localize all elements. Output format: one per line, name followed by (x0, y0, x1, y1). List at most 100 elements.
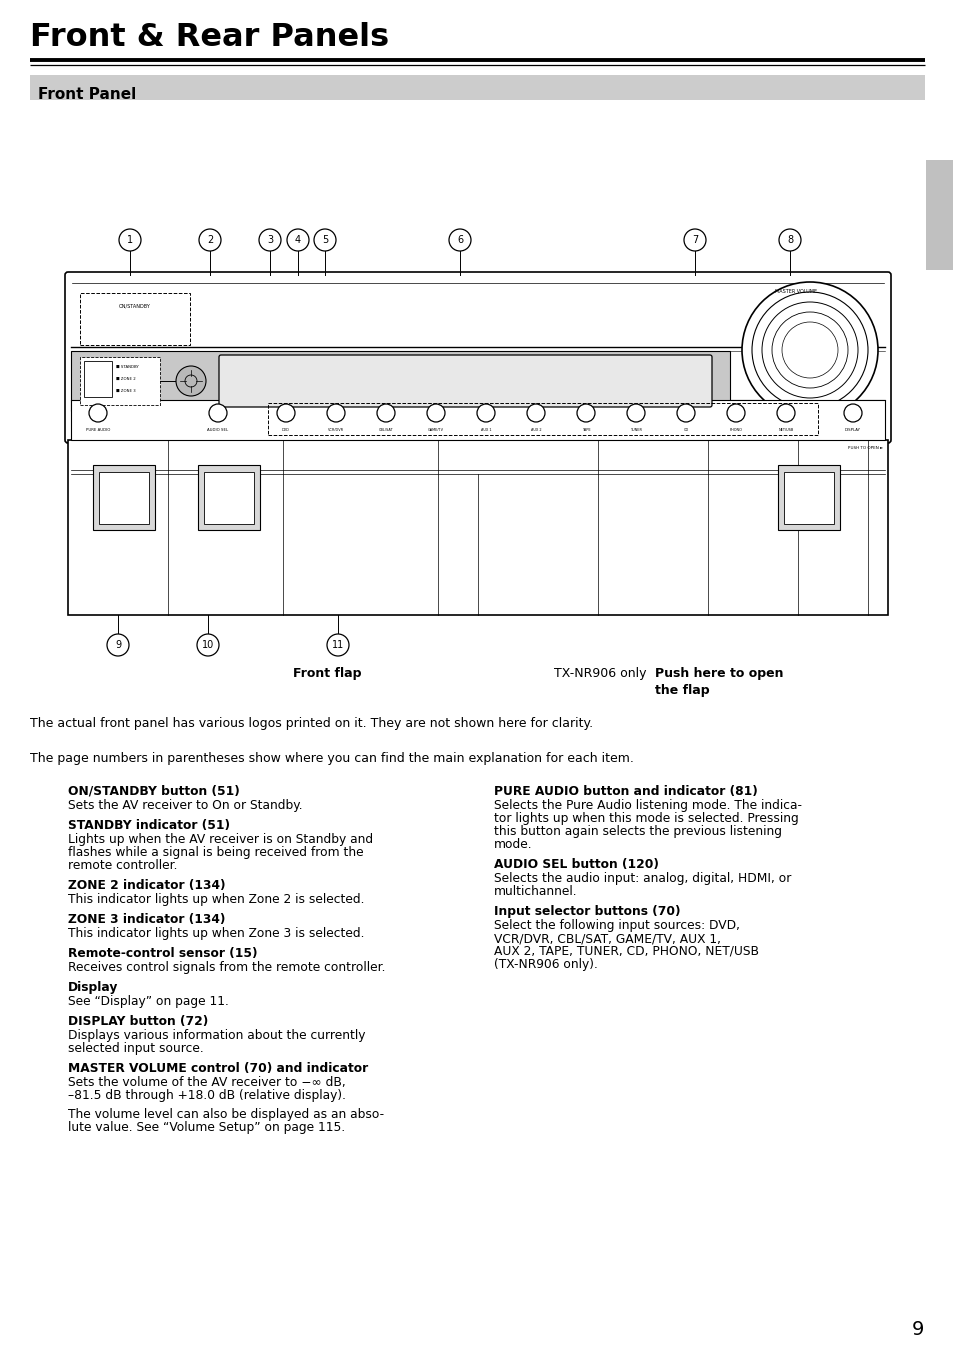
Text: Lights up when the AV receiver is on Standby and: Lights up when the AV receiver is on Sta… (68, 833, 373, 847)
Circle shape (119, 229, 141, 251)
Bar (204, 472, 253, 524)
Text: Front & Rear Panels: Front & Rear Panels (30, 22, 389, 53)
Bar (925, 160, 953, 270)
Circle shape (626, 404, 644, 422)
Text: tor lights up when this mode is selected. Pressing: tor lights up when this mode is selected… (494, 811, 798, 825)
Text: Input selector buttons (70): Input selector buttons (70) (494, 905, 679, 918)
Text: ON/STANDBY button (51): ON/STANDBY button (51) (68, 785, 239, 798)
FancyBboxPatch shape (80, 357, 160, 404)
Text: TAPE: TAPE (581, 429, 590, 431)
Text: –81.5 dB through +18.0 dB (relative display).: –81.5 dB through +18.0 dB (relative disp… (68, 1089, 346, 1103)
Circle shape (776, 404, 794, 422)
Circle shape (175, 367, 206, 396)
Text: Display: Display (68, 981, 118, 993)
Circle shape (107, 634, 129, 656)
Text: Selects the Pure Audio listening mode. The indica-: Selects the Pure Audio listening mode. T… (494, 799, 801, 811)
Circle shape (89, 404, 107, 422)
FancyBboxPatch shape (219, 355, 711, 407)
Bar (30, 75, 924, 100)
Text: DVD: DVD (282, 429, 290, 431)
Text: flashes while a signal is being received from the: flashes while a signal is being received… (68, 847, 363, 859)
Text: ■ ZONE 2: ■ ZONE 2 (116, 377, 135, 381)
Text: Selects the audio input: analog, digital, HDMI, or: Selects the audio input: analog, digital… (494, 872, 791, 886)
Text: This indicator lights up when Zone 2 is selected.: This indicator lights up when Zone 2 is … (68, 892, 364, 906)
Text: Select the following input sources: DVD,: Select the following input sources: DVD, (494, 919, 740, 931)
Text: Push here to open
the flap: Push here to open the flap (655, 667, 782, 697)
Text: VCR/DVR: VCR/DVR (328, 429, 344, 431)
Circle shape (683, 229, 705, 251)
Circle shape (199, 229, 221, 251)
Text: PURE AUDIO: PURE AUDIO (86, 429, 111, 431)
Text: selected input source.: selected input source. (68, 1042, 204, 1055)
Bar (99, 472, 149, 524)
Text: The page numbers in parentheses show where you can find the main explanation for: The page numbers in parentheses show whe… (30, 752, 633, 766)
Circle shape (779, 229, 801, 251)
Circle shape (427, 404, 444, 422)
Circle shape (327, 404, 345, 422)
Text: AUDIO SEL button (120): AUDIO SEL button (120) (494, 857, 659, 871)
Text: remote controller.: remote controller. (68, 859, 177, 872)
Circle shape (314, 229, 335, 251)
Text: 8: 8 (786, 235, 792, 245)
Text: The volume level can also be displayed as an abso-: The volume level can also be displayed a… (68, 1108, 384, 1122)
Text: CBL/SAT: CBL/SAT (378, 429, 393, 431)
Text: CD: CD (682, 429, 688, 431)
Bar (92, 465, 154, 530)
Text: 4: 4 (294, 235, 301, 245)
Text: multichannel.: multichannel. (494, 886, 577, 898)
Text: Remote-control sensor (15): Remote-control sensor (15) (68, 948, 257, 960)
Text: GAME/TV: GAME/TV (428, 429, 443, 431)
Bar (778, 465, 840, 530)
Text: ■ STANDBY: ■ STANDBY (116, 365, 138, 369)
Text: ZONE 3 indicator (134): ZONE 3 indicator (134) (68, 913, 225, 926)
Circle shape (742, 283, 876, 417)
Text: STANDBY indicator (51): STANDBY indicator (51) (68, 820, 230, 832)
Text: AUX 1: AUX 1 (480, 429, 491, 431)
Bar (68, 439, 887, 615)
Text: MASTER VOLUME: MASTER VOLUME (774, 288, 817, 294)
Text: Receives control signals from the remote controller.: Receives control signals from the remote… (68, 961, 385, 975)
Text: This indicator lights up when Zone 3 is selected.: This indicator lights up when Zone 3 is … (68, 927, 364, 940)
Text: PURE AUDIO button and indicator (81): PURE AUDIO button and indicator (81) (494, 785, 757, 798)
Text: Front flap: Front flap (293, 667, 361, 679)
Bar (71, 400, 884, 439)
Text: 5: 5 (321, 235, 328, 245)
Text: lute value. See “Volume Setup” on page 115.: lute value. See “Volume Setup” on page 1… (68, 1122, 345, 1134)
Text: 9: 9 (114, 640, 121, 650)
Text: Sets the volume of the AV receiver to −∞ dB,: Sets the volume of the AV receiver to −∞… (68, 1076, 345, 1089)
Text: 10: 10 (202, 640, 213, 650)
Circle shape (276, 404, 294, 422)
Circle shape (327, 634, 349, 656)
Text: 6: 6 (456, 235, 462, 245)
Circle shape (577, 404, 595, 422)
Text: MASTER VOLUME control (70) and indicator: MASTER VOLUME control (70) and indicator (68, 1062, 368, 1074)
Bar (783, 472, 833, 524)
Text: Sets the AV receiver to On or Standby.: Sets the AV receiver to On or Standby. (68, 799, 302, 811)
Text: See “Display” on page 11.: See “Display” on page 11. (68, 995, 229, 1008)
Text: 3: 3 (267, 235, 273, 245)
Circle shape (449, 229, 471, 251)
Text: DISPLAY: DISPLAY (844, 429, 861, 431)
Circle shape (741, 282, 877, 418)
FancyBboxPatch shape (80, 293, 190, 345)
Text: TX-NR906 only: TX-NR906 only (553, 667, 645, 679)
Bar (84, 361, 112, 398)
Text: ONKYO: ONKYO (86, 297, 135, 310)
Text: TUNER: TUNER (629, 429, 641, 431)
Text: PHONO: PHONO (729, 429, 741, 431)
Circle shape (526, 404, 544, 422)
Bar (71, 350, 729, 411)
Text: ON/STANDBY: ON/STANDBY (119, 303, 151, 307)
Text: PUSH TO OPEN ►: PUSH TO OPEN ► (847, 446, 882, 450)
Text: (TX-NR906 only).: (TX-NR906 only). (494, 958, 598, 971)
Circle shape (843, 404, 862, 422)
Text: AUDIO SEL: AUDIO SEL (207, 429, 229, 431)
Text: ZONE 2 indicator (134): ZONE 2 indicator (134) (68, 879, 225, 892)
Circle shape (209, 404, 227, 422)
Text: 11: 11 (332, 640, 344, 650)
Text: AUX 2: AUX 2 (530, 429, 540, 431)
Text: ■ ZONE 3: ■ ZONE 3 (116, 390, 135, 394)
Circle shape (376, 404, 395, 422)
Bar (198, 465, 260, 530)
Text: mode.: mode. (494, 838, 532, 851)
